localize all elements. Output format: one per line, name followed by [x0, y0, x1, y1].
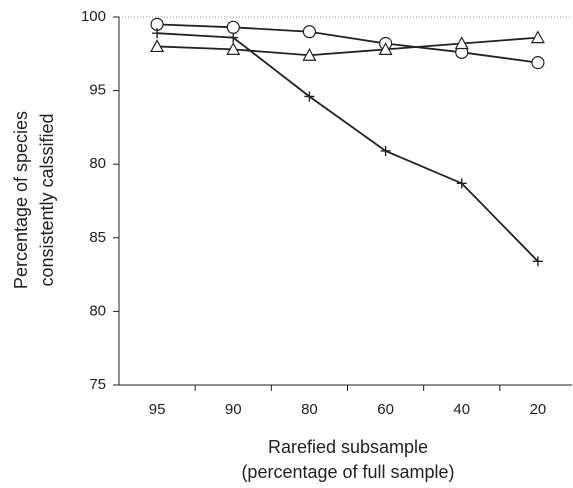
point	[456, 178, 467, 189]
y-axis-title-line: consistently calssified	[37, 113, 57, 286]
x-tick-label: 90	[225, 401, 242, 418]
x-tick-label: 40	[453, 401, 470, 418]
point	[380, 145, 391, 156]
x-tick-label: 60	[377, 401, 394, 418]
y-tick-label: 100	[81, 8, 106, 25]
y-tick-label: 80	[89, 155, 106, 172]
x-tick-label: 20	[530, 401, 547, 418]
series-line	[157, 32, 539, 262]
point	[302, 25, 317, 39]
point	[152, 28, 163, 39]
point	[532, 256, 543, 267]
y-tick-label: 80	[89, 302, 106, 319]
x-axis-title: (percentage of full sample)	[241, 462, 454, 482]
point	[531, 56, 545, 70]
x-tick-label: 80	[301, 401, 318, 418]
point	[304, 91, 315, 102]
y-axis-title-line: Percentage of species	[11, 111, 31, 289]
point	[378, 42, 393, 55]
y-tick-label: 95	[89, 82, 106, 99]
point	[226, 42, 241, 55]
point	[530, 30, 545, 44]
series-line	[157, 23, 539, 64]
x-axis-title: Rarefied subsample	[268, 437, 428, 457]
point	[454, 36, 469, 50]
y-axis-title: Percentage of species consistently calss…	[11, 111, 57, 289]
x-tick-label: 95	[149, 401, 166, 418]
point	[302, 48, 317, 61]
y-tick-label: 75	[89, 376, 106, 393]
point	[150, 39, 165, 53]
point	[228, 32, 239, 43]
point	[226, 20, 240, 34]
series-line	[157, 36, 538, 57]
y-tick-label: 85	[89, 229, 106, 246]
